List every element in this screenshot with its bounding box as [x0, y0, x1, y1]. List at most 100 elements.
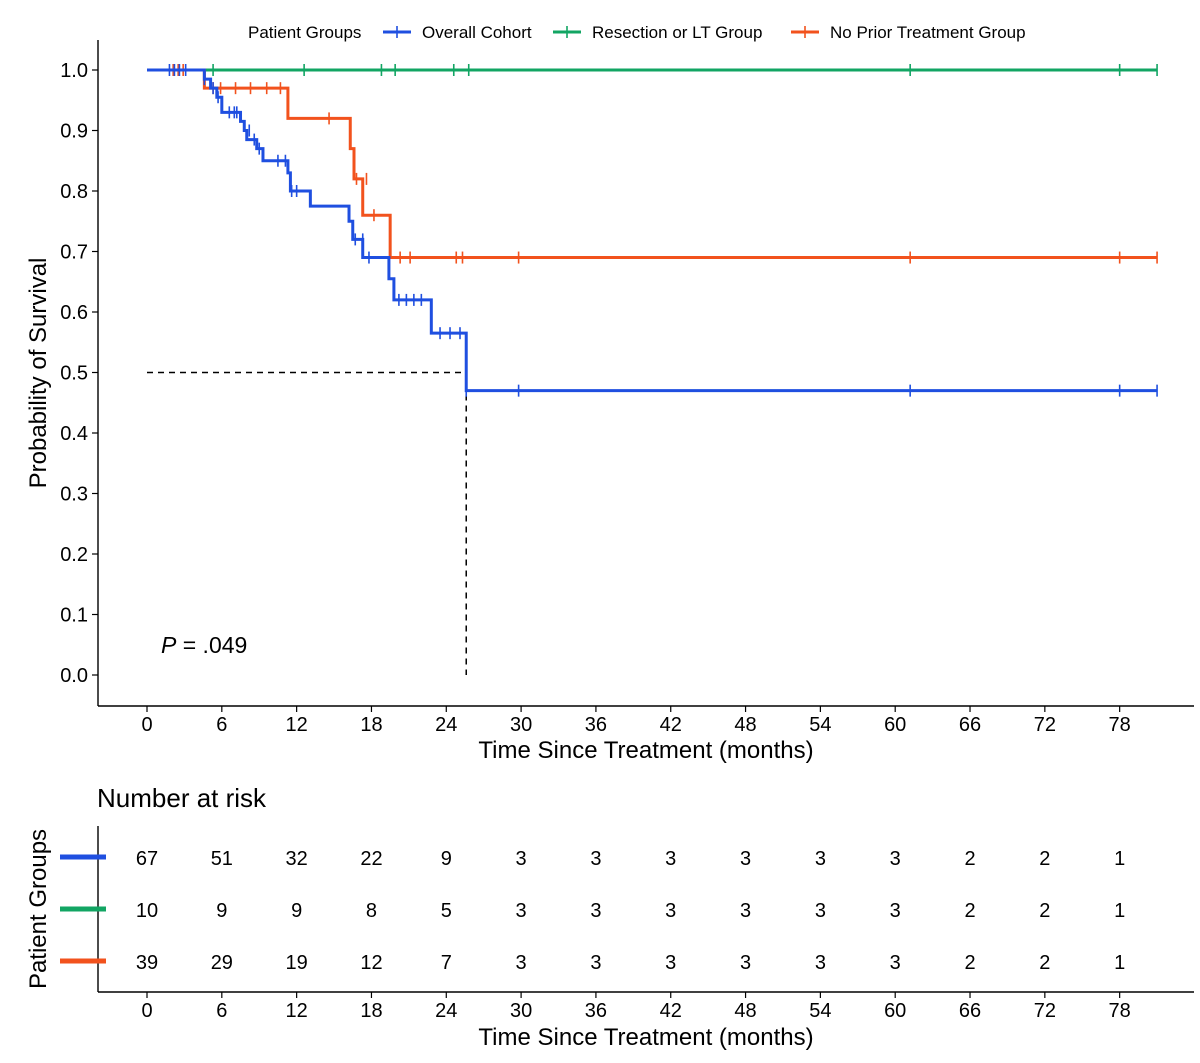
risk-count: 32 — [286, 848, 308, 870]
risk-count: 2 — [964, 900, 975, 922]
x-tick-label: 48 — [734, 1000, 756, 1022]
y-tick-label: 0.4 — [60, 423, 88, 445]
x-tick-label: 12 — [286, 1000, 308, 1022]
risk-count: 3 — [516, 952, 527, 974]
risk-count: 12 — [360, 952, 382, 974]
risk-count: 3 — [516, 900, 527, 922]
risk-table-y-title: Patient Groups — [25, 829, 52, 989]
y-tick-label: 0.8 — [60, 181, 88, 203]
risk-count: 3 — [590, 848, 601, 870]
x-tick-label: 36 — [585, 714, 607, 736]
risk-count: 19 — [286, 952, 308, 974]
x-tick-label: 18 — [360, 1000, 382, 1022]
x-tick-label: 24 — [435, 714, 457, 736]
risk-count: 2 — [1039, 900, 1050, 922]
p-value-label: P — [161, 632, 177, 658]
y-tick-label: 0.5 — [60, 363, 88, 385]
risk-count: 22 — [360, 848, 382, 870]
x-tick-label: 12 — [286, 714, 308, 736]
risk-count: 3 — [665, 952, 676, 974]
risk-count: 1 — [1114, 952, 1125, 974]
x-tick-label: 42 — [660, 1000, 682, 1022]
x-tick-label: 48 — [734, 714, 756, 736]
risk-count: 2 — [1039, 952, 1050, 974]
risk-count: 2 — [964, 848, 975, 870]
y-tick-label: 0.1 — [60, 605, 88, 627]
x-tick-label: 60 — [884, 1000, 906, 1022]
risk-count: 3 — [815, 848, 826, 870]
x-tick-label: 66 — [959, 714, 981, 736]
y-tick-label: 0.3 — [60, 484, 88, 506]
y-tick-label: 0.6 — [60, 302, 88, 324]
x-axis-ticks: 0 6 12 18 24 30 36 42 48 54 60 66 72 78 — [141, 706, 1131, 736]
y-axis-title: Probability of Survival — [25, 258, 52, 489]
risk-count: 3 — [590, 952, 601, 974]
risk-count: 8 — [366, 900, 377, 922]
x-tick-label: 66 — [959, 1000, 981, 1022]
x-tick-label: 72 — [1034, 1000, 1056, 1022]
x-tick-label: 30 — [510, 714, 532, 736]
legend: Patient Groups Overall Cohort Resection … — [248, 23, 1026, 42]
risk-table-x-title: Time Since Treatment (months) — [478, 1024, 813, 1051]
x-tick-label: 0 — [141, 1000, 152, 1022]
y-tick-label: 0.2 — [60, 544, 88, 566]
survival-curve-overall-cohort — [147, 68, 1158, 393]
risk-count: 3 — [890, 952, 901, 974]
risk-count: 3 — [890, 900, 901, 922]
risk-count: 3 — [740, 900, 751, 922]
x-tick-label: 54 — [809, 1000, 831, 1022]
y-axis-ticks: 0.0 0.1 0.2 0.3 0.4 0.5 0.6 0.7 0.8 0.9 1.0 — [60, 60, 98, 687]
legend-label-no-prior-treatment: No Prior Treatment Group — [830, 23, 1026, 42]
x-tick-label: 30 — [510, 1000, 532, 1022]
risk-count: 9 — [216, 900, 227, 922]
risk-count: 2 — [964, 952, 975, 974]
risk-table-title: Number at risk — [97, 783, 267, 813]
risk-table-rows: 67 51 32 22 9 3 3 3 3 3 3 2 2 110 9 9 8 5 3 3 3 3 3 3 2 2 139 29 19 1… — [60, 848, 1125, 974]
risk-count: 10 — [136, 900, 158, 922]
risk-count: 5 — [441, 900, 452, 922]
y-tick-label: 0.7 — [60, 242, 88, 264]
x-tick-label: 78 — [1109, 1000, 1131, 1022]
risk-count: 39 — [136, 952, 158, 974]
survival-curve-no-prior-treatment-group — [147, 68, 1158, 260]
risk-count: 3 — [665, 848, 676, 870]
risk-count: 29 — [211, 952, 233, 974]
risk-count: 9 — [441, 848, 452, 870]
x-tick-label: 0 — [141, 714, 152, 736]
x-tick-label: 18 — [360, 714, 382, 736]
x-tick-label: 78 — [1109, 714, 1131, 736]
x-tick-label: 60 — [884, 714, 906, 736]
risk-count: 3 — [740, 952, 751, 974]
risk-count: 3 — [590, 900, 601, 922]
x-tick-label: 54 — [809, 714, 831, 736]
risk-count: 3 — [815, 900, 826, 922]
x-tick-label: 72 — [1034, 714, 1056, 736]
survival-curves — [147, 64, 1158, 397]
y-tick-label: 0.0 — [60, 665, 88, 687]
risk-count: 2 — [1039, 848, 1050, 870]
p-value-annotation: P = .049 — [161, 632, 247, 658]
risk-count: 51 — [211, 848, 233, 870]
risk-count: 67 — [136, 848, 158, 870]
risk-count: 3 — [740, 848, 751, 870]
x-tick-label: 24 — [435, 1000, 457, 1022]
risk-count: 1 — [1114, 848, 1125, 870]
x-tick-label: 42 — [660, 714, 682, 736]
risk-count: 3 — [815, 952, 826, 974]
x-tick-label: 6 — [216, 714, 227, 736]
risk-count: 1 — [1114, 900, 1125, 922]
risk-count: 3 — [516, 848, 527, 870]
risk-table-x-ticks: 0 6 12 18 24 30 36 42 48 54 60 66 72 78 — [141, 992, 1131, 1022]
risk-count: 9 — [291, 900, 302, 922]
risk-count: 7 — [441, 952, 452, 974]
risk-count: 3 — [890, 848, 901, 870]
risk-count: 3 — [665, 900, 676, 922]
legend-title: Patient Groups — [248, 23, 361, 42]
x-axis-title: Time Since Treatment (months) — [478, 737, 813, 764]
x-tick-label: 36 — [585, 1000, 607, 1022]
y-tick-label: 0.9 — [60, 121, 88, 143]
p-value: = .049 — [176, 632, 247, 658]
legend-label-resection-lt: Resection or LT Group — [592, 23, 762, 42]
legend-label-overall-cohort: Overall Cohort — [422, 23, 532, 42]
